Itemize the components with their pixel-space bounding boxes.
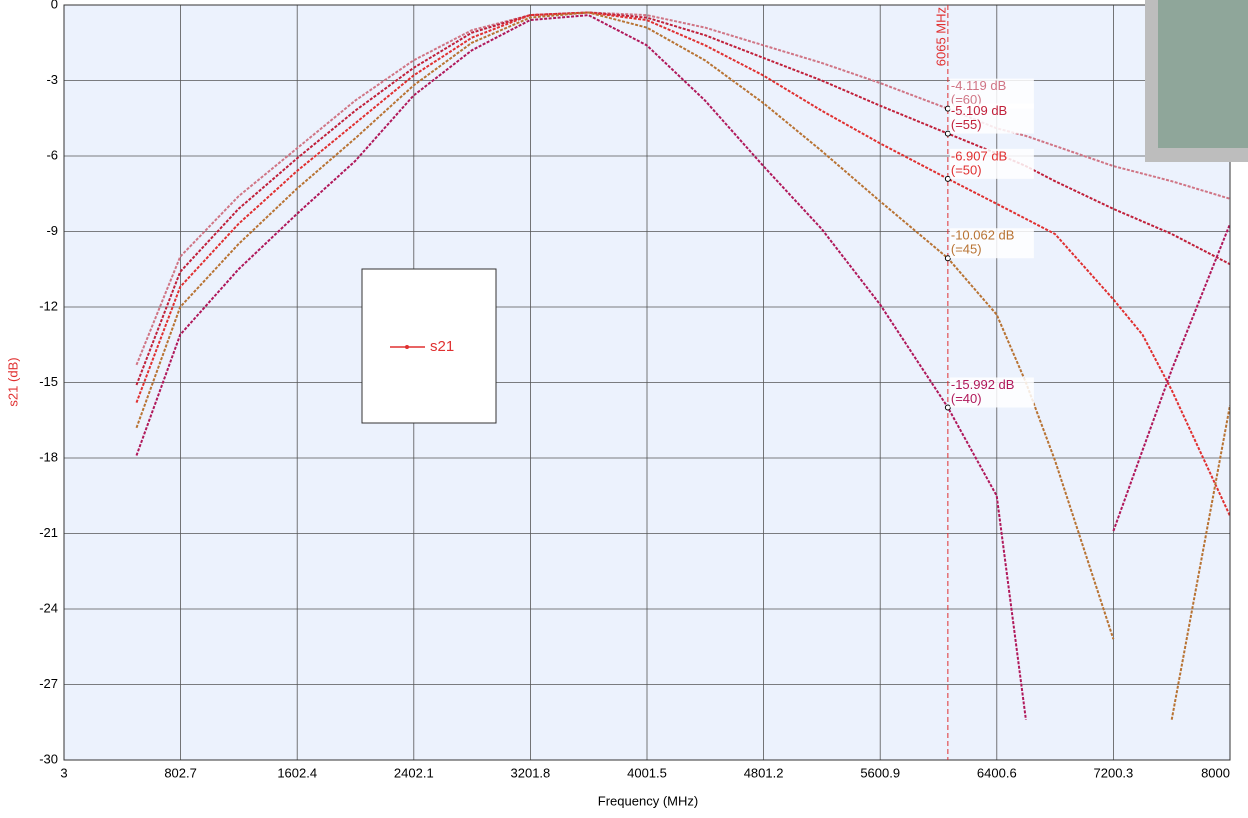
marker-point — [944, 130, 951, 137]
series-name: (=55) — [951, 117, 982, 132]
series-line — [1112, 223, 1230, 532]
x-axis-title: Frequency (MHz) — [598, 793, 698, 808]
x-tick-label: 4801.2 — [744, 765, 784, 780]
marker-point — [944, 175, 951, 182]
x-tick-label: 3201.8 — [511, 765, 551, 780]
x-tick-label: 3 — [60, 765, 67, 780]
y-tick-label: -21 — [39, 525, 58, 540]
y-tick-label: -9 — [46, 223, 58, 238]
x-tick-label: 8000 — [1201, 765, 1230, 780]
legend-swatch-dot — [405, 345, 409, 349]
x-tick-label: 6400.6 — [977, 765, 1017, 780]
thumbnail-image — [1158, 0, 1248, 148]
marker-point — [944, 105, 951, 112]
marker-label-bg — [949, 148, 1034, 179]
series-line — [135, 11, 1230, 517]
legend-box — [361, 268, 497, 424]
series-line — [135, 11, 1230, 386]
y-axis-title: s21 (dB) — [5, 357, 20, 406]
y-tick-label: -27 — [39, 676, 58, 691]
marker-label-bg — [949, 103, 1034, 134]
marker-value-label: -15.992 dB — [951, 377, 1015, 392]
legend-label: s21 — [430, 338, 454, 355]
x-tick-label: 802.7 — [164, 765, 197, 780]
y-tick-label: -18 — [39, 449, 58, 464]
marker-value-label: -6.907 dB — [951, 148, 1007, 163]
series-line — [135, 11, 1230, 366]
y-tick-label: -24 — [39, 600, 58, 615]
x-tick-label: 5600.9 — [860, 765, 900, 780]
x-tick-label: 7200.3 — [1094, 765, 1134, 780]
x-tick-label: 4001.5 — [627, 765, 667, 780]
marker-value-label: -10.062 dB — [951, 228, 1015, 243]
x-tick-label: 2402.1 — [394, 765, 434, 780]
marker-label-bg — [949, 377, 1034, 408]
x-tick-label: 1602.4 — [277, 765, 317, 780]
series-name: (=40) — [951, 391, 982, 406]
marker-label-bg — [949, 228, 1034, 259]
plot-border — [63, 4, 1231, 761]
y-tick-label: -12 — [39, 298, 58, 313]
series-line — [135, 11, 1115, 640]
y-tick-label: -3 — [46, 72, 58, 87]
marker-point — [944, 404, 951, 411]
series-line — [1170, 405, 1230, 720]
y-tick-label: 0 — [51, 0, 58, 11]
y-tick-label: -15 — [39, 374, 58, 389]
y-tick-label: -30 — [39, 751, 58, 766]
series-name: (=45) — [951, 242, 982, 257]
marker-label: 6065 MHz — [933, 7, 948, 66]
series-name: (=50) — [951, 162, 982, 177]
series-line — [135, 14, 1027, 720]
series-name: (=60) — [951, 92, 982, 107]
marker-point — [944, 255, 951, 262]
marker-value-label: -4.119 dB — [951, 78, 1006, 93]
marker-value-label: -5.109 dB — [951, 103, 1007, 118]
y-tick-label: -6 — [46, 147, 58, 162]
